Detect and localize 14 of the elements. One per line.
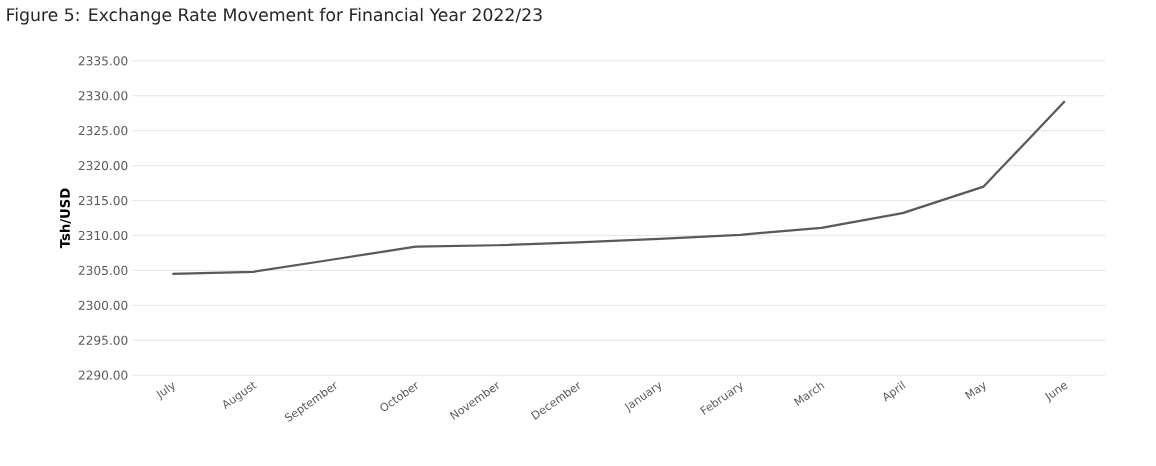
y-tick-label: 2290.00 — [78, 370, 128, 380]
y-tick-label: 2335.00 — [78, 56, 128, 66]
y-tick-label: 2320.00 — [78, 160, 128, 171]
line-series — [171, 100, 1066, 275]
y-tick-label: 2310.00 — [78, 230, 128, 240]
y-tick-label: 2330.00 — [78, 90, 128, 101]
y-tick-label: 2295.00 — [78, 335, 128, 345]
y-tick-label: 2315.00 — [78, 195, 128, 205]
y-tick-label: 2325.00 — [78, 125, 128, 136]
y-tick-label: 2305.00 — [78, 265, 128, 275]
x-tick-label: May — [964, 381, 986, 400]
y-tick-label: 2300.00 — [78, 300, 128, 310]
chart-title: Figure 5: Exchange Rate Movement for Financial Year 2022/23 — [7, 7, 542, 25]
y-axis-title: Tsh/USD — [59, 188, 71, 248]
